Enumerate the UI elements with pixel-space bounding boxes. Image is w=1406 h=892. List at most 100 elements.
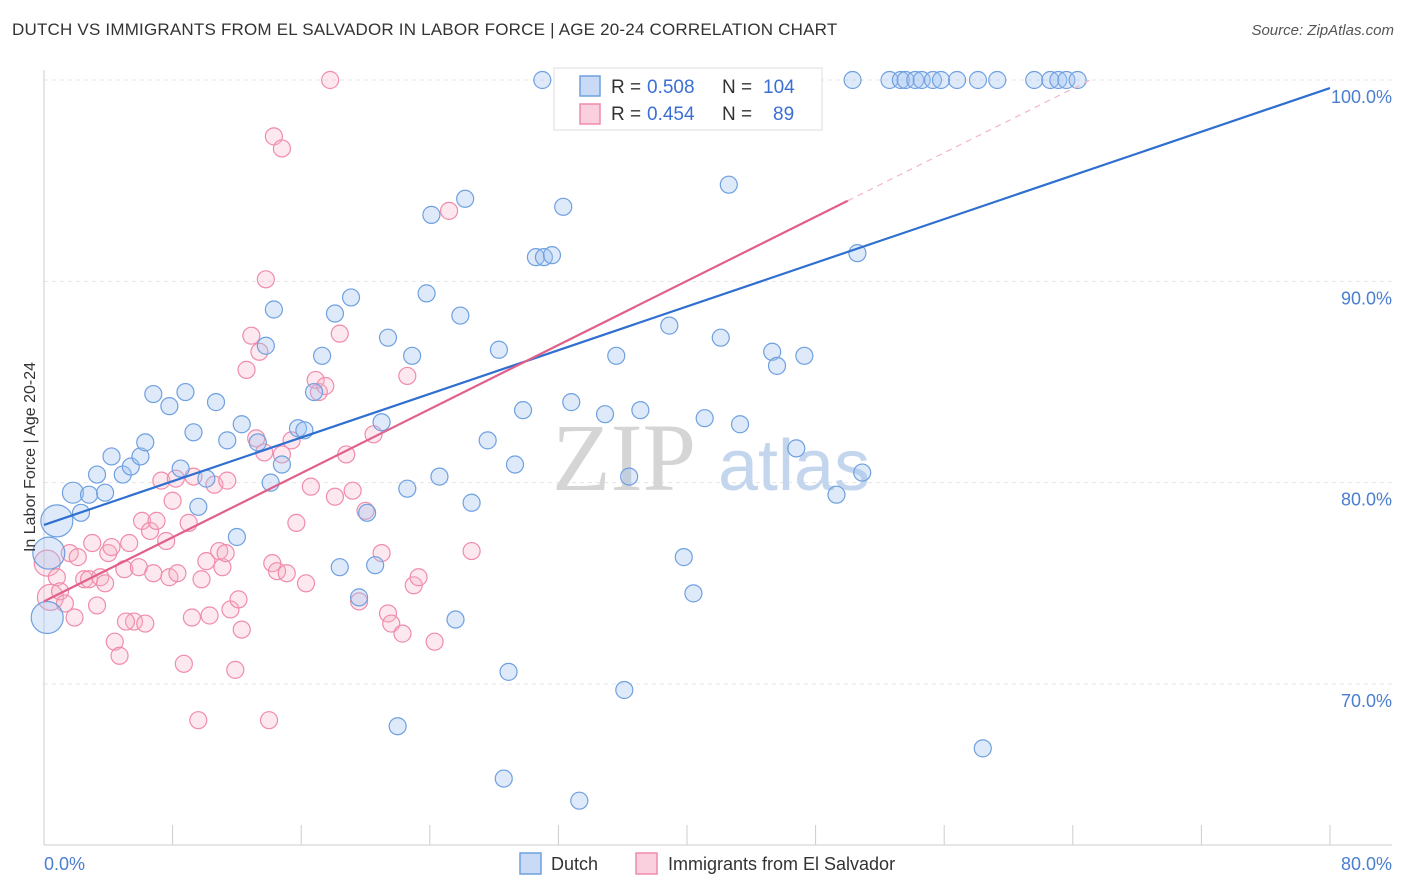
dutch-point [131, 447, 150, 466]
dutch-point [607, 346, 626, 365]
salvador-point [147, 511, 166, 530]
salvador-point [242, 326, 261, 345]
watermark-atlas: atlas [718, 426, 870, 506]
dutch-point [891, 70, 910, 90]
dutch-point [304, 382, 324, 402]
dutch-point [95, 483, 115, 502]
dutch-point [499, 662, 518, 681]
dutch-point [264, 300, 283, 319]
y-tick-label: 90.0% [1341, 288, 1392, 308]
dutch-point [422, 205, 441, 224]
salvador-point [343, 481, 362, 500]
y-tick-label: 70.0% [1341, 691, 1392, 711]
chart-title: DUTCH VS IMMIGRANTS FROM EL SALVADOR IN … [12, 20, 838, 39]
dutch-point [711, 328, 730, 347]
salvador-point [301, 477, 320, 496]
dutch-point [853, 463, 872, 482]
legend-n-label-salvador: N = [722, 104, 752, 125]
salvador-point [325, 487, 345, 506]
dutch-point [417, 284, 436, 303]
dutch-point [184, 423, 203, 442]
salvador-point [83, 533, 102, 553]
dutch-point [988, 70, 1007, 90]
salvador-point [192, 570, 211, 589]
dutch-point [906, 70, 925, 90]
salvador-point [277, 564, 296, 583]
dutch-point [136, 433, 155, 452]
dutch-point [674, 548, 693, 567]
dutch-point [312, 346, 332, 365]
dutch-point [695, 409, 714, 428]
salvador-point [105, 632, 124, 651]
salvador-point [296, 574, 316, 593]
salvador-point [232, 620, 251, 639]
trend-lines [43, 79, 1331, 603]
salvador-point [226, 660, 245, 679]
dutch-point [615, 680, 634, 700]
dutch-point [1068, 70, 1087, 90]
dutch-point [388, 717, 407, 736]
legend-swatch-salvador [579, 103, 601, 125]
legend-r-value-dutch: 0.508 [647, 77, 695, 98]
salvador-point [68, 548, 87, 567]
dutch-point [272, 455, 292, 474]
salvador-point [110, 646, 129, 665]
dutch-point [398, 479, 417, 498]
y-tick-label: 80.0% [1341, 490, 1392, 510]
dutch-point [160, 397, 179, 416]
salvador-point [425, 632, 444, 651]
salvador-point [272, 139, 292, 158]
bottom-legend-swatch-dutch [519, 852, 542, 875]
legend-r-label-salvador: R = [611, 104, 641, 125]
salvador-point [152, 471, 171, 490]
dutch-point [325, 304, 345, 323]
legend-n-value-dutch: 104 [763, 77, 795, 98]
salvador-point [197, 552, 216, 571]
dutch-point [684, 584, 703, 603]
dutch-point [288, 419, 308, 438]
dutch-point [631, 401, 650, 420]
salvador-point [439, 201, 459, 220]
salvador-point [218, 471, 237, 490]
dutch-point [32, 536, 66, 570]
dutch-point [843, 70, 862, 90]
dutch-point [730, 415, 750, 434]
dutch-point [660, 316, 679, 335]
dutch-point [827, 485, 846, 504]
x-tick-label-min: 0.0% [44, 854, 85, 874]
salvador-point [120, 533, 139, 553]
dutch-point [366, 556, 385, 575]
dutch-point [30, 600, 64, 635]
salvador-point [216, 543, 235, 563]
salvador-point [182, 608, 201, 627]
dutch-point [403, 346, 422, 365]
dutch-point [931, 70, 951, 90]
legend-r-value-salvador: 0.454 [647, 104, 695, 125]
dutch-point [358, 503, 377, 522]
salvador-trend-line [43, 199, 849, 603]
dutch-point [767, 356, 787, 375]
salvador-point [349, 592, 369, 611]
dutch-point [206, 393, 226, 412]
dutch-point [446, 610, 465, 629]
dutch-point [451, 306, 470, 325]
dutch-point [330, 558, 349, 577]
salvador-point [462, 541, 481, 561]
dutch-point [505, 455, 525, 474]
axes [43, 70, 1392, 846]
salvador-point [116, 612, 136, 631]
salvador-point [55, 594, 74, 613]
salvador-point [189, 711, 208, 730]
salvador-point [382, 614, 401, 633]
salvador-point [330, 324, 349, 343]
dutch-point [232, 415, 251, 434]
source-label: Source: ZipAtlas.com [1251, 22, 1394, 39]
salvador-point [166, 469, 185, 488]
dutch-point [787, 439, 806, 458]
legend-n-value-salvador: 89 [773, 104, 794, 125]
salvador-point [65, 608, 84, 627]
salvador-point [95, 574, 115, 593]
dutch-point [456, 189, 475, 208]
legend-n-label-dutch: N = [722, 77, 752, 98]
dutch-point [462, 493, 481, 512]
